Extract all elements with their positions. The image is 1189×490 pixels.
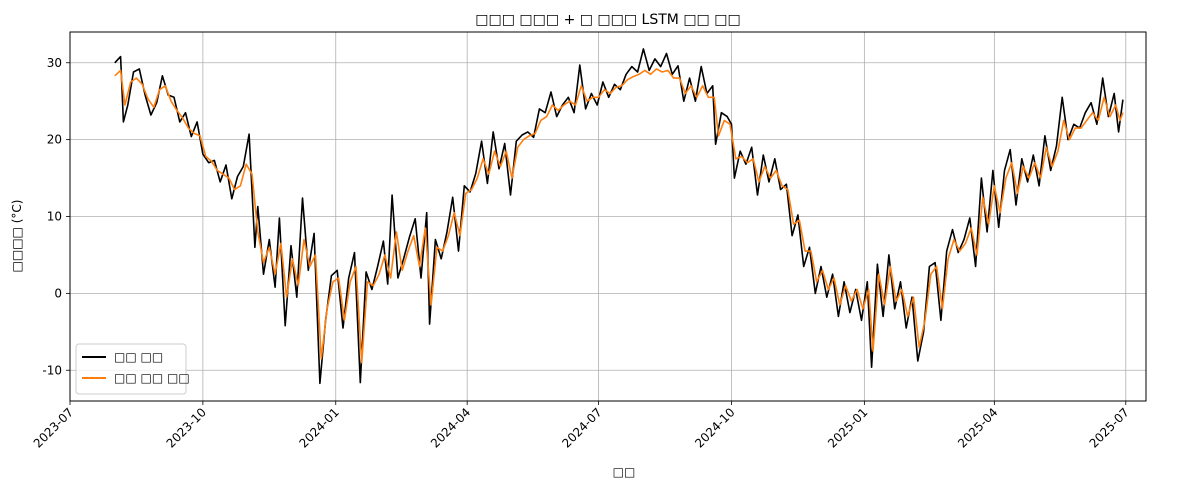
y-axis-label: □□□□ (°C) — [10, 200, 24, 273]
y-tick-label: 10 — [47, 210, 62, 224]
y-tick-label: 0 — [54, 286, 62, 300]
x-axis-label: □□ — [613, 465, 636, 479]
y-tick-label: 20 — [47, 133, 62, 147]
legend-label-actual: □□ □□ — [114, 350, 163, 364]
chart-title: □□□ □□□ + □ □□□ LSTM □□ □□ — [475, 12, 740, 28]
series-lines — [114, 48, 1124, 385]
series-line-predicted — [114, 68, 1124, 364]
legend-label-predicted: □□ □□ □□ — [114, 371, 190, 385]
y-tick-label: -10 — [42, 363, 62, 377]
y-tick-label: 30 — [47, 56, 62, 70]
legend: □□ □□ □□ □□ □□ — [75, 343, 190, 395]
